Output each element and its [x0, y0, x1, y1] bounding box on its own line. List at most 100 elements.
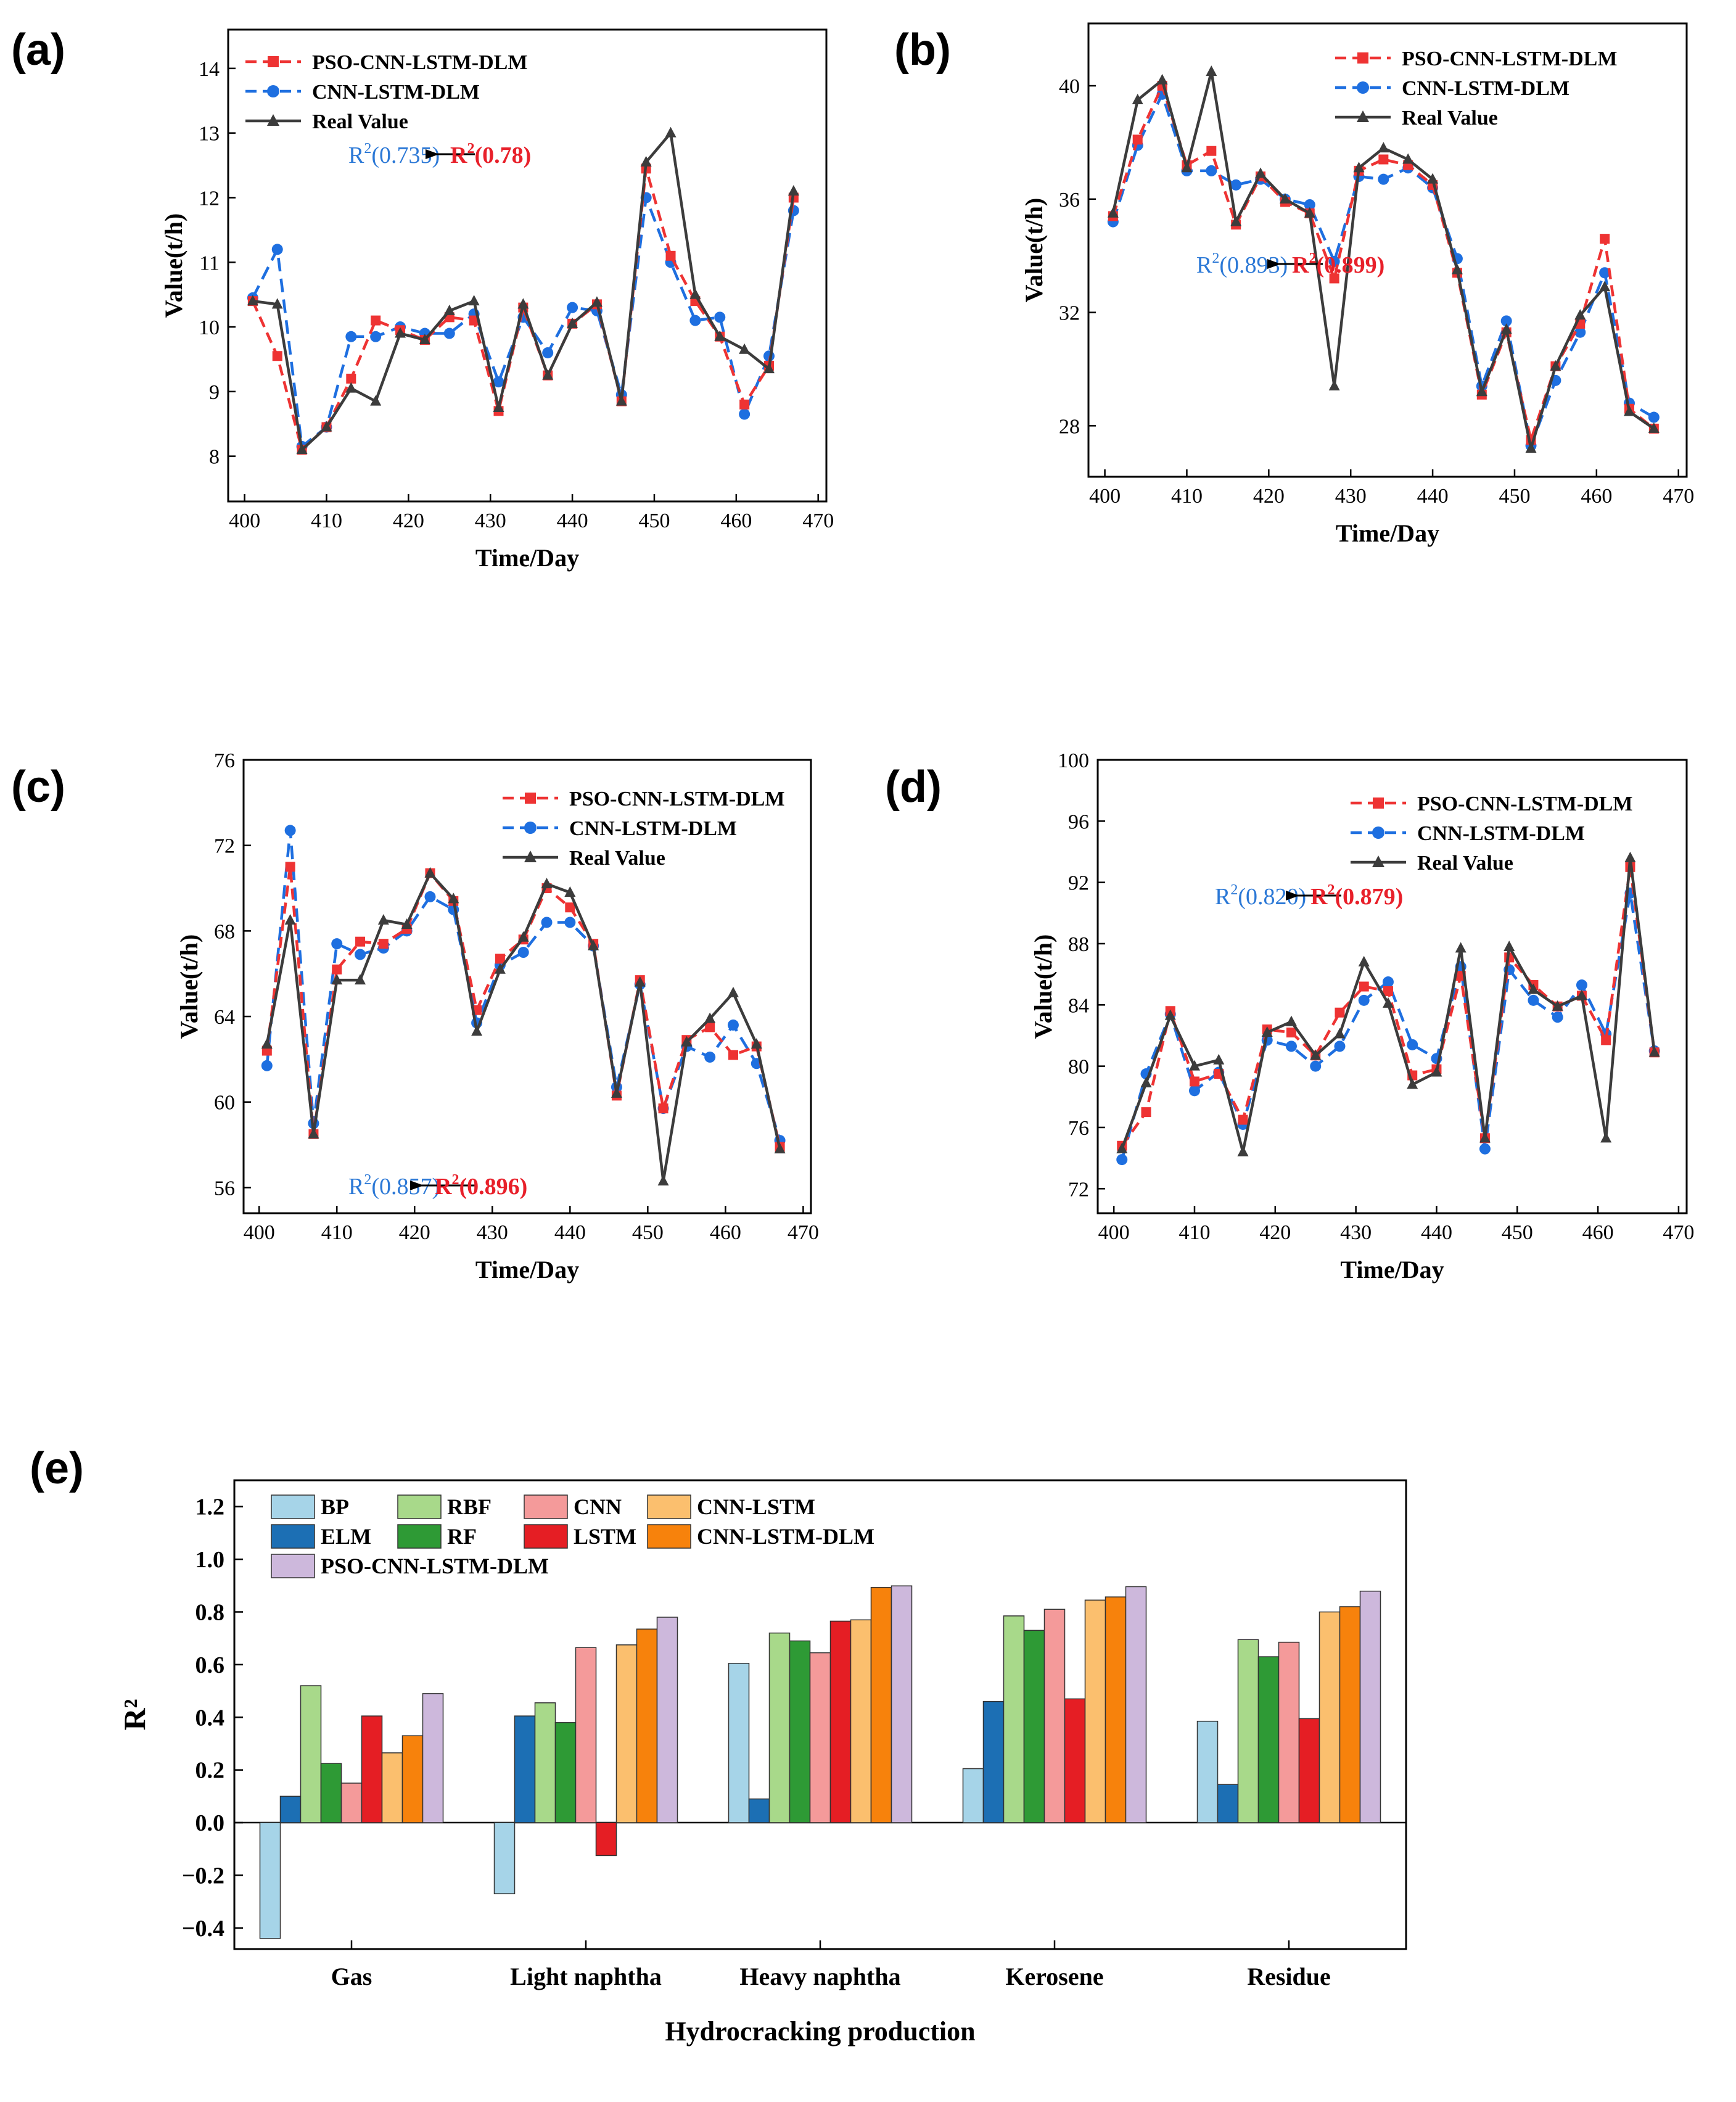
y-axis-title: Value(t/h): [175, 934, 203, 1039]
y-tick-label: 100: [1058, 749, 1089, 772]
data-point-cnn: [704, 1051, 716, 1063]
bar-rbf: [1237, 1639, 1259, 1823]
bar-elm: [982, 1700, 1005, 1823]
data-point-pso: [565, 902, 575, 913]
legend-swatch: [647, 1494, 691, 1519]
legend-label: CNN-LSTM-DLM: [1402, 77, 1569, 100]
data-point-real: [567, 317, 578, 328]
panel-c: 400 410 420 430 440 450 460 470 56 60 64 68 72 76 Time…: [175, 749, 819, 1284]
legend-label: CNN-LSTM-DLM: [1417, 822, 1585, 845]
data-point-real: [615, 395, 627, 406]
legend-marker-cnn: [267, 85, 279, 97]
legend-marker-pso: [1357, 52, 1368, 64]
bar-elm: [514, 1715, 536, 1823]
data-point-real: [419, 334, 430, 345]
data-point-real: [727, 986, 739, 997]
panel-label-b: (b): [894, 25, 951, 75]
data-point-real: [1353, 162, 1365, 173]
x-tick-label: 410: [311, 509, 342, 532]
r2-arrow-head: [1286, 891, 1299, 901]
y-tick-label: 0.8: [195, 1599, 225, 1625]
x-tick-label: 470: [802, 509, 834, 532]
data-point-cnn: [284, 825, 296, 836]
bar-lstm: [1298, 1718, 1320, 1823]
y-tick-label: 76: [1068, 1117, 1089, 1140]
data-point-real: [1552, 1000, 1563, 1011]
x-tick-label: 450: [1499, 485, 1530, 508]
legend-swatch: [524, 1524, 568, 1549]
panel-label-c: (c): [11, 762, 65, 812]
y-tick-label: 9: [209, 381, 220, 404]
data-point-real: [657, 1174, 669, 1185]
x-tick-label: 420: [399, 1221, 430, 1244]
bar-bp: [962, 1768, 984, 1823]
panel-label-a: (a): [11, 25, 65, 75]
legend-label: Real Value: [569, 847, 665, 870]
x-tick-label: 460: [1581, 485, 1612, 508]
bar-cnn-lstm: [1084, 1599, 1106, 1823]
data-point-real: [1624, 851, 1636, 862]
y-tick-label: 0.4: [195, 1705, 225, 1731]
bar-rf: [554, 1722, 577, 1823]
x-tick-label: 410: [321, 1221, 353, 1244]
data-point-pso: [371, 315, 381, 326]
data-point-real: [542, 369, 554, 380]
bar-bp: [493, 1822, 516, 1895]
plot-frame: [227, 28, 828, 503]
data-point-pso: [285, 862, 295, 872]
legend-label: Real Value: [312, 110, 408, 133]
data-point-cnn: [739, 408, 751, 420]
legend-label: ELM: [321, 1524, 371, 1549]
x-tick-label: 450: [638, 509, 670, 532]
data-point-real: [751, 1038, 762, 1049]
bar-cnn: [1278, 1641, 1300, 1823]
y-tick-label: 56: [214, 1177, 235, 1200]
data-point-pso: [272, 351, 282, 361]
bar-lstm: [829, 1620, 852, 1823]
x-tick-label: 400: [229, 509, 260, 532]
data-point-cnn: [261, 1060, 273, 1071]
data-point-real: [1599, 281, 1611, 292]
panel-b: 400 410 420 430 440 450 460 470 28 32 36 40 Time/Day…: [1020, 22, 1694, 547]
x-axis-title: Time/Day: [1336, 519, 1439, 547]
data-point-real: [1455, 942, 1467, 953]
legend-swatch: [271, 1494, 315, 1519]
data-point-real: [308, 1127, 319, 1139]
legend-marker-real: [1357, 110, 1369, 122]
bar-lstm: [595, 1822, 617, 1857]
r2-after: R2(0.896): [435, 1172, 527, 1200]
data-point-real: [443, 304, 455, 315]
data-point-real: [1285, 1015, 1297, 1026]
data-point-real: [468, 295, 480, 306]
x-tick-label: 450: [632, 1221, 664, 1244]
data-point-cnn: [1328, 255, 1340, 267]
panel-a: 400 410 420 430 440 450 460 470 8 9 10 11 12 13 14 Time…: [160, 28, 834, 572]
data-point-pso: [739, 399, 750, 410]
y-tick-label: 72: [214, 835, 235, 858]
legend-label: PSO-CNN-LSTM-DLM: [1417, 793, 1632, 815]
x-axis-title: Time/Day: [475, 544, 579, 572]
data-point-real: [321, 421, 332, 432]
data-point-real: [1328, 380, 1340, 390]
y-tick-label: 1.0: [195, 1547, 225, 1573]
data-point-cnn: [1285, 1041, 1297, 1052]
legend-swatch: [647, 1524, 691, 1549]
x-tick-label: 460: [1582, 1221, 1614, 1244]
data-point-real: [1132, 94, 1143, 105]
r2-arrow-head: [1267, 259, 1281, 269]
data-point-cnn: [1304, 199, 1315, 210]
data-point-real: [1107, 207, 1119, 218]
data-point-real: [424, 867, 436, 878]
data-point-cnn: [1648, 411, 1660, 423]
data-point-real: [1525, 442, 1537, 453]
data-point-real: [345, 382, 357, 393]
data-point-pso: [665, 250, 676, 261]
y-tick-label: 14: [199, 58, 220, 81]
bar-bp: [1196, 1720, 1219, 1823]
data-point-cnn: [1500, 315, 1512, 327]
data-point-cnn: [424, 891, 436, 902]
bar-elm: [279, 1795, 302, 1823]
bar-cnn-lstm: [1318, 1611, 1341, 1823]
bar-rf: [1257, 1656, 1280, 1823]
data-point-real: [1427, 173, 1439, 184]
